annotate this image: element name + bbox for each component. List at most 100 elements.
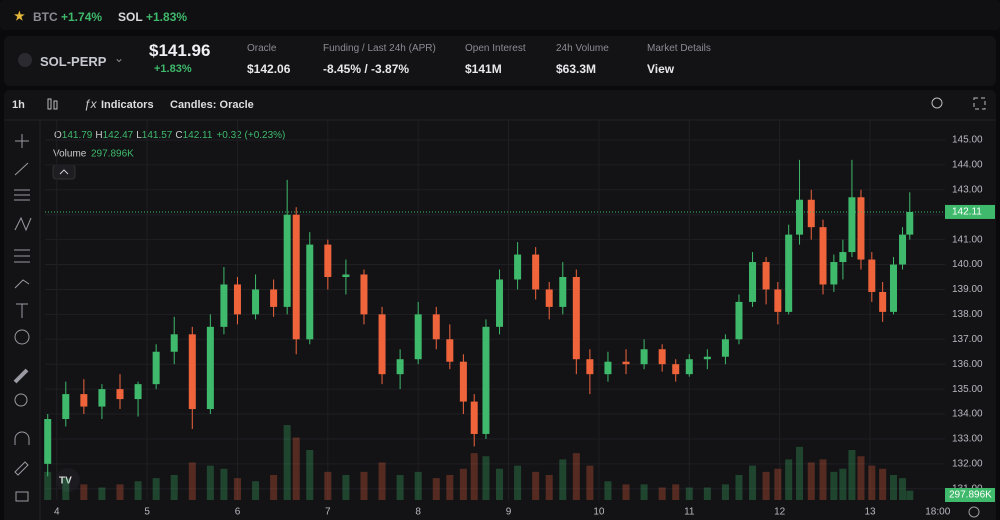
volume-bar bbox=[899, 478, 907, 500]
stat-label: Market Details bbox=[647, 43, 711, 54]
candle-body bbox=[283, 214, 291, 307]
volume-bar bbox=[685, 487, 693, 500]
candles-button[interactable]: Candles: Oracle bbox=[170, 99, 254, 111]
candle-body bbox=[586, 359, 594, 375]
candle-body bbox=[62, 394, 70, 420]
stat-label: Open Interest bbox=[465, 43, 526, 54]
y-tick-label: 137.00 bbox=[952, 334, 983, 345]
volume-bar bbox=[396, 475, 404, 500]
candle-body bbox=[98, 389, 106, 407]
stat-value: -8.45% / -3.87% bbox=[323, 62, 410, 76]
projection-tool[interactable] bbox=[14, 249, 30, 263]
candle-body bbox=[306, 244, 314, 340]
candle-body bbox=[116, 389, 124, 400]
x-tick-label: 6 bbox=[235, 507, 241, 518]
candle-body bbox=[44, 419, 52, 464]
zoom-tool[interactable] bbox=[14, 393, 28, 407]
x-tick-label: 4 bbox=[54, 507, 60, 518]
volume-bar bbox=[98, 487, 106, 500]
ohlc-legend: O141.79 H142.47 L141.57 C142.11 +0.32 (+0.23… bbox=[54, 130, 285, 141]
market-selector[interactable]: SOL-PERP bbox=[40, 54, 107, 69]
volume-bar bbox=[414, 471, 422, 500]
volume-bar bbox=[252, 481, 260, 500]
ohlc-change: +0.32 (+0.23%) bbox=[216, 130, 285, 141]
fullscreen-icon[interactable] bbox=[973, 97, 986, 110]
price-change: +1.83% bbox=[154, 63, 192, 75]
ticker-symbol[interactable]: BTC bbox=[33, 10, 58, 24]
fib-tool[interactable] bbox=[14, 189, 30, 201]
candle-body bbox=[735, 301, 743, 340]
x-tick-label: 12 bbox=[774, 507, 786, 518]
candle-body bbox=[432, 314, 440, 340]
volume-legend-value: 297.896K bbox=[91, 149, 134, 160]
market-details-link[interactable]: View bbox=[647, 62, 675, 76]
ticker-symbol[interactable]: SOL bbox=[118, 10, 143, 24]
x-tick-label: 11 bbox=[684, 507, 695, 518]
price: $141.96 bbox=[149, 41, 211, 60]
settings-icon[interactable] bbox=[968, 506, 980, 518]
y-tick-label: 134.00 bbox=[952, 409, 983, 420]
text-tool[interactable] bbox=[16, 303, 28, 318]
volume-bar bbox=[62, 478, 70, 500]
volume-bar bbox=[116, 484, 124, 500]
volume-bar bbox=[459, 468, 467, 500]
tradingview-logo-text: TV bbox=[59, 476, 72, 487]
brush-tool[interactable] bbox=[14, 279, 30, 289]
stat: Market Details View bbox=[647, 43, 711, 76]
star-icon: ★ bbox=[14, 9, 25, 23]
lock-draw-tool[interactable] bbox=[14, 461, 29, 476]
fx-icon: ƒx bbox=[84, 97, 98, 111]
candle-type-icon[interactable] bbox=[47, 98, 52, 110]
last-price-label: 142.11 bbox=[952, 207, 982, 218]
candle-body bbox=[622, 361, 630, 365]
y-tick-label: 135.00 bbox=[952, 384, 983, 395]
volume-bar bbox=[774, 468, 782, 500]
chevron[interactable]: ⌄ bbox=[114, 51, 125, 65]
volume-bar bbox=[342, 475, 350, 500]
stat: 24h Volume $63.3M bbox=[556, 43, 609, 76]
magnet-tool[interactable] bbox=[14, 431, 30, 445]
ohlc-key: C bbox=[175, 130, 182, 141]
pattern-tool[interactable] bbox=[14, 216, 32, 232]
volume-bar bbox=[721, 484, 729, 500]
volume-bar bbox=[432, 478, 440, 500]
candle-body bbox=[559, 276, 567, 307]
candle-body bbox=[396, 359, 404, 375]
candle-body bbox=[496, 279, 504, 327]
ohlc-value: 141.57 bbox=[142, 130, 173, 141]
volume-bar bbox=[586, 465, 594, 500]
ticker-change: +1.83% bbox=[146, 10, 188, 24]
tradingview-logo bbox=[56, 468, 80, 492]
interval-button[interactable]: 1h bbox=[12, 99, 25, 111]
candle-body bbox=[206, 326, 214, 410]
y-tick-label: 140.00 bbox=[952, 259, 983, 270]
plot-area bbox=[44, 120, 945, 500]
lock-tool[interactable] bbox=[15, 491, 29, 502]
indicators-button[interactable]: Indicators bbox=[101, 99, 154, 111]
volume-bar bbox=[283, 425, 291, 500]
stat: Oracle $142.06 bbox=[247, 43, 290, 76]
y-tick-label: 141.00 bbox=[952, 234, 983, 245]
crosshair-tool[interactable] bbox=[15, 134, 29, 148]
candle-body bbox=[532, 254, 540, 290]
screenshot-icon[interactable] bbox=[931, 97, 943, 109]
candle-body bbox=[721, 339, 729, 357]
volume-bar bbox=[879, 468, 887, 500]
volume-bar bbox=[532, 471, 540, 500]
candle-body bbox=[80, 394, 88, 407]
candle-body bbox=[658, 349, 666, 365]
volume-bar bbox=[889, 475, 897, 500]
candle-body bbox=[292, 214, 300, 340]
stat-value: $141M bbox=[465, 62, 502, 76]
line-tool[interactable] bbox=[14, 162, 29, 176]
candle-body bbox=[482, 326, 490, 434]
emoji-tool[interactable] bbox=[14, 329, 30, 345]
ruler-tool[interactable] bbox=[13, 368, 29, 384]
ticker-change: +1.74% bbox=[61, 10, 103, 24]
candle-type-icon[interactable] bbox=[53, 100, 58, 110]
x-tick-label: 18:00 bbox=[925, 507, 950, 518]
candle-body bbox=[360, 274, 368, 315]
candle-body bbox=[378, 314, 386, 375]
